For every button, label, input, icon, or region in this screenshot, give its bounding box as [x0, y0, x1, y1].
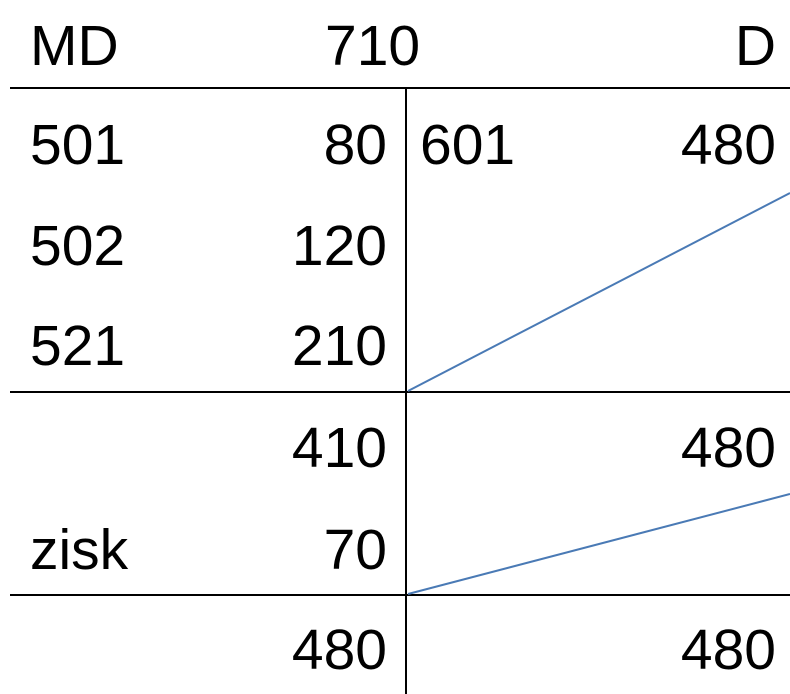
profit-label: zisk: [30, 518, 129, 582]
header-divider: [10, 87, 790, 89]
credit-total: 480: [680, 618, 776, 682]
debit-total: 480: [291, 618, 387, 682]
credit-code-601: 601: [420, 113, 516, 177]
debit-code-501: 501: [30, 113, 126, 177]
debit-subtotal: 410: [291, 416, 387, 480]
debit-amount-502: 120: [291, 214, 387, 278]
debit-amount-501: 80: [323, 113, 387, 177]
credit-header: D: [734, 14, 776, 78]
credit-subtotal: 480: [680, 416, 776, 480]
account-number: 710: [325, 14, 421, 78]
debit-amount-521: 210: [291, 314, 387, 378]
profit-amount: 70: [323, 518, 387, 582]
subtotal-closing-line: [407, 493, 790, 595]
credit-closing-line: [407, 192, 790, 392]
debit-header: MD: [30, 14, 119, 78]
center-divider: [405, 88, 407, 694]
debit-code-521: 521: [30, 314, 126, 378]
total-divider: [10, 594, 790, 596]
debit-code-502: 502: [30, 214, 126, 278]
credit-amount-601: 480: [680, 113, 776, 177]
subtotal-divider: [10, 391, 790, 393]
